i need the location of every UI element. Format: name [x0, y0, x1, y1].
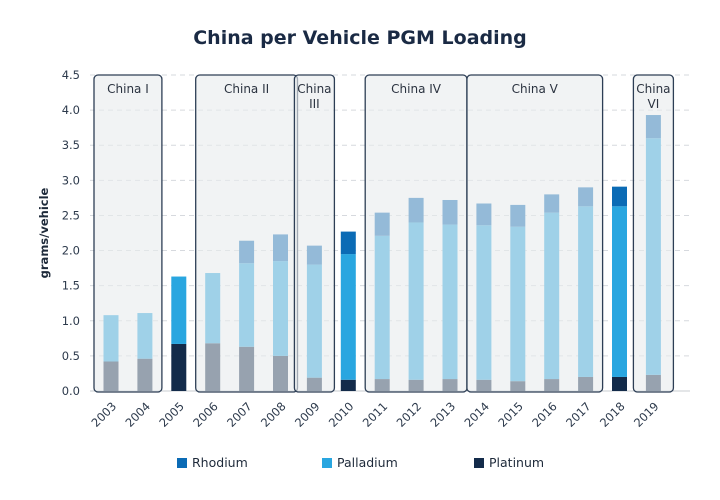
bar-platinum-2005 — [171, 343, 187, 391]
y-tick-label: 4.5 — [62, 68, 80, 82]
standard-label: China II — [224, 82, 269, 96]
standard-label: China V — [512, 82, 559, 96]
bar-platinum-2010 — [340, 379, 356, 391]
standard-label: China VI — [636, 82, 670, 111]
bar-palladium-2005 — [171, 276, 187, 344]
x-tick-label: 2006 — [190, 399, 221, 430]
x-tick-label: 2009 — [292, 399, 323, 430]
y-ticks: 0.0 0.5 1.0 1.5 2.0 2.5 3.0 3.5 4.0 4.5 — [62, 68, 80, 398]
legend: Rhodium Palladium Platinum — [177, 455, 544, 470]
x-tick-label: 2018 — [597, 399, 628, 430]
standard-box-china-i — [93, 74, 163, 393]
y-axis-label: grams/vehicle — [37, 187, 51, 278]
standard-boxes: China I China II China III China IV China V Ch… — [93, 74, 675, 393]
standard-label: China III — [297, 82, 331, 111]
bar-platinum-2018 — [612, 376, 627, 391]
x-tick-label: 2019 — [631, 399, 662, 430]
y-tick-label: 1.5 — [62, 279, 80, 293]
y-tick-label: 4.0 — [62, 103, 80, 117]
bar-palladium-2018 — [612, 206, 627, 377]
standard-box-china-ii — [195, 74, 299, 393]
legend-label-rhodium: Rhodium — [192, 455, 248, 470]
y-tick-label: 2.0 — [62, 244, 80, 258]
y-tick-label: 0.5 — [62, 349, 80, 363]
x-ticks: 2003 2004 2005 2006 2007 2008 2009 2010 2011 2012… — [89, 399, 662, 430]
legend-swatch-platinum — [474, 458, 484, 468]
y-tick-label: 1.0 — [62, 314, 80, 328]
chart-title: China per Vehicle PGM Loading — [193, 27, 527, 49]
standard-box-china-iii — [293, 74, 336, 393]
x-tick-label: 2008 — [258, 399, 289, 430]
x-tick-label: 2017 — [563, 399, 594, 430]
x-tick-label: 2015 — [495, 399, 526, 430]
bar-palladium-2010 — [340, 254, 356, 380]
x-tick-label: 2010 — [326, 399, 357, 430]
bar-rhodium-2018 — [612, 186, 627, 207]
legend-swatch-palladium — [322, 458, 332, 468]
standard-label: China IV — [391, 82, 442, 96]
x-tick-label: 2003 — [89, 399, 120, 430]
bar-rhodium-2010 — [340, 231, 356, 255]
legend-swatch-rhodium — [177, 458, 187, 468]
standard-label: China I — [107, 82, 149, 96]
legend-label-palladium: Palladium — [337, 455, 398, 470]
legend-label-platinum: Platinum — [489, 455, 544, 470]
x-tick-label: 2016 — [529, 399, 560, 430]
standard-box-china-iv — [364, 74, 468, 393]
y-tick-label: 3.5 — [62, 138, 80, 152]
y-tick-label: 3.0 — [62, 173, 80, 187]
x-tick-label: 2012 — [394, 399, 425, 430]
y-tick-label: 2.5 — [62, 208, 80, 222]
x-tick-label: 2004 — [122, 399, 153, 430]
x-tick-label: 2011 — [360, 399, 391, 430]
x-tick-label: 2005 — [156, 399, 187, 430]
standard-box-china-vi — [632, 74, 675, 393]
y-tick-label: 0.0 — [62, 384, 80, 398]
x-tick-label: 2007 — [224, 399, 255, 430]
x-tick-label: 2014 — [461, 399, 492, 430]
x-tick-label: 2013 — [428, 399, 459, 430]
standard-box-china-v — [466, 74, 604, 393]
